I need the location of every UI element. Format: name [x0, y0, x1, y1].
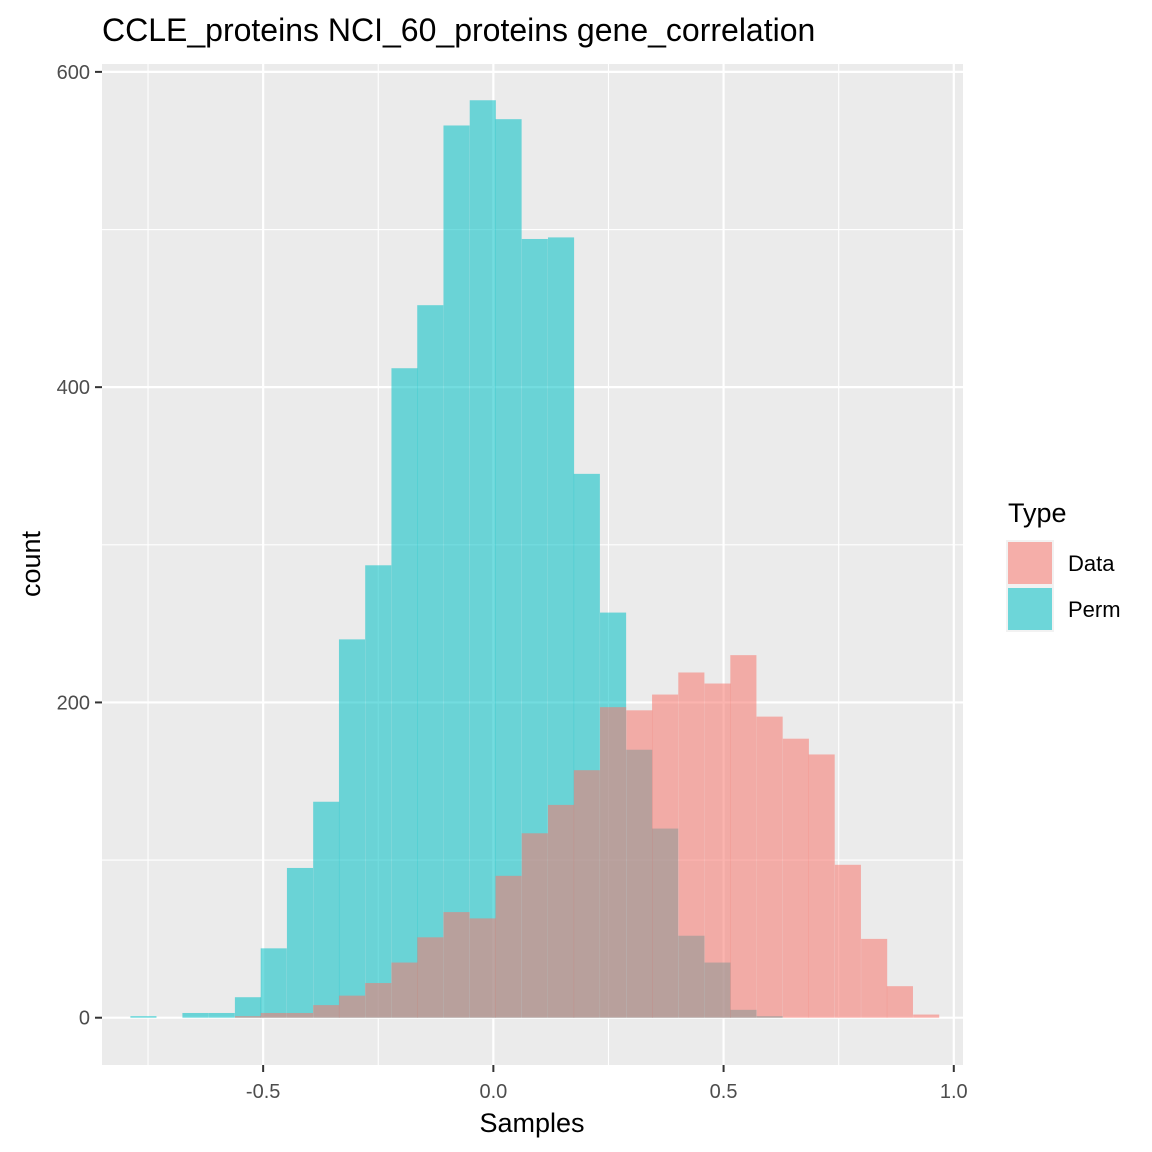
data-bar	[730, 655, 757, 1018]
data-bar	[469, 918, 496, 1018]
legend-swatch-data	[1008, 542, 1052, 584]
y-tick-label: 600	[57, 62, 90, 84]
data-bar	[338, 995, 366, 1018]
y-tick-label: 0	[79, 1008, 90, 1030]
data-bar	[782, 738, 809, 1018]
legend-label-data: Data	[1068, 551, 1115, 576]
legend-swatch-perm	[1008, 588, 1052, 630]
x-tick-label: -0.5	[246, 1081, 280, 1103]
perm-bar	[208, 1012, 235, 1018]
x-axis-title: Samples	[479, 1108, 584, 1138]
data-bar	[678, 672, 705, 1018]
perm-bar	[469, 100, 496, 1018]
data-bar	[391, 962, 418, 1018]
data-bar	[547, 804, 575, 1018]
data-series-bars	[234, 655, 940, 1018]
data-bar	[600, 707, 627, 1018]
x-tick-label: 0.0	[479, 1081, 507, 1103]
perm-bar	[130, 1016, 157, 1018]
data-bar	[521, 833, 548, 1018]
perm-bar	[182, 1012, 209, 1018]
y-tick-label: 200	[57, 692, 90, 714]
x-axis-ticks: -0.5 0.0 0.5 1.0	[246, 1065, 968, 1103]
data-bar	[913, 1014, 940, 1018]
data-bar	[313, 1005, 340, 1018]
data-bar	[834, 864, 861, 1018]
data-bar	[443, 912, 470, 1018]
y-tick-label: 400	[57, 377, 90, 399]
data-bar	[260, 1012, 287, 1018]
data-bar	[861, 938, 888, 1018]
perm-bar	[495, 119, 522, 1018]
data-bar	[886, 986, 913, 1018]
x-tick-label: 1.0	[940, 1081, 968, 1103]
perm-bar	[234, 997, 262, 1018]
data-bar	[417, 937, 444, 1018]
data-bar	[286, 1012, 314, 1018]
perm-bar	[313, 801, 340, 1018]
legend: Type Data Perm	[1006, 498, 1121, 632]
data-bar	[756, 716, 783, 1018]
perm-bar	[417, 305, 444, 1018]
perm-bar	[443, 125, 470, 1018]
perm-bar	[391, 368, 418, 1018]
data-bar	[808, 754, 835, 1018]
data-bar	[365, 983, 392, 1018]
perm-bar	[286, 867, 314, 1018]
chart-title: CCLE_proteins NCI_60_proteins gene_corre…	[102, 12, 815, 48]
data-bar	[573, 770, 600, 1018]
data-bar	[234, 1016, 262, 1018]
perm-bar	[365, 565, 392, 1018]
legend-title: Type	[1008, 498, 1067, 528]
data-bar	[704, 683, 731, 1018]
legend-label-perm: Perm	[1068, 597, 1121, 622]
y-axis-ticks: 0 200 400 600	[57, 62, 102, 1030]
data-bar	[652, 694, 679, 1018]
perm-bar	[338, 639, 366, 1018]
y-axis-title: count	[16, 530, 46, 597]
perm-bar	[260, 948, 287, 1018]
data-bar	[495, 875, 522, 1018]
data-bar	[626, 710, 653, 1018]
x-tick-label: 0.5	[710, 1081, 738, 1103]
